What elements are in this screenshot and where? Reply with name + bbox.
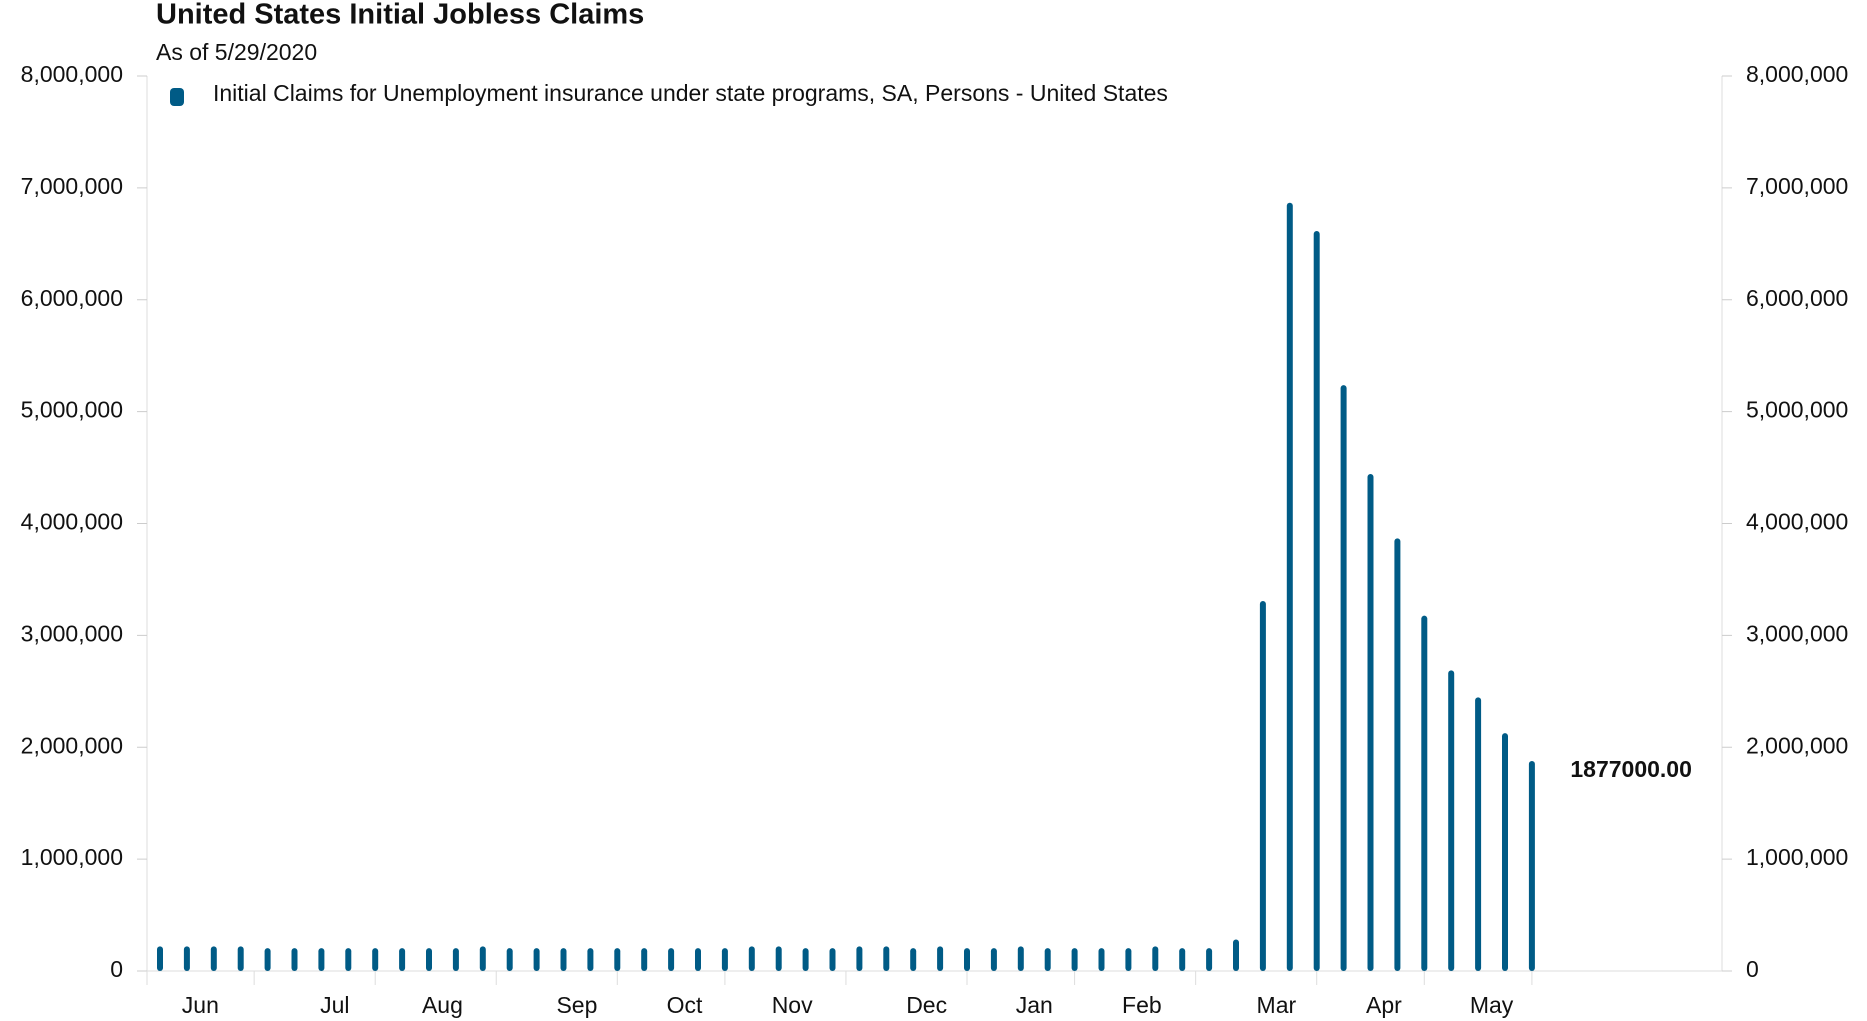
y-tick-label: 6,000,000 xyxy=(21,285,123,311)
y2-tick-label: 1,000,000 xyxy=(1746,844,1848,870)
y-tick-label: 3,000,000 xyxy=(21,620,123,646)
y2-tick-label: 8,000,000 xyxy=(1746,61,1848,87)
x-tick-label: Sep xyxy=(556,992,597,1018)
chart-title: United States Initial Jobless Claims xyxy=(156,0,644,31)
y2-tick-label: 5,000,000 xyxy=(1746,397,1848,423)
y-tick-label: 1,000,000 xyxy=(21,844,123,870)
y-tick-label: 4,000,000 xyxy=(21,509,123,535)
x-tick-label: Jul xyxy=(320,992,349,1018)
y-tick-label: 8,000,000 xyxy=(21,61,123,87)
x-tick-label: Apr xyxy=(1366,992,1402,1018)
x-tick-label: Aug xyxy=(422,992,463,1018)
y-tick-label: 7,000,000 xyxy=(21,173,123,199)
x-tick-label: Jun xyxy=(182,992,219,1018)
legend-marker xyxy=(170,88,184,106)
x-tick-label: Oct xyxy=(667,992,703,1018)
y2-tick-label: 0 xyxy=(1746,956,1759,982)
y-tick-label: 2,000,000 xyxy=(21,732,123,758)
y-tick-label: 5,000,000 xyxy=(21,397,123,423)
y2-tick-label: 4,000,000 xyxy=(1746,509,1848,535)
y2-tick-label: 7,000,000 xyxy=(1746,173,1848,199)
x-tick-label: Nov xyxy=(772,992,813,1018)
x-tick-label: May xyxy=(1470,992,1514,1018)
x-tick-label: Feb xyxy=(1122,992,1162,1018)
x-tick-label: Mar xyxy=(1257,992,1297,1018)
x-tick-label: Dec xyxy=(906,992,947,1018)
chart-subtitle: As of 5/29/2020 xyxy=(156,39,317,65)
y2-tick-label: 6,000,000 xyxy=(1746,285,1848,311)
value-label: 1877000.00 xyxy=(1570,756,1692,782)
x-tick-label: Jan xyxy=(1016,992,1053,1018)
y2-tick-label: 2,000,000 xyxy=(1746,732,1848,758)
y-tick-label: 0 xyxy=(110,956,123,982)
y2-tick-label: 3,000,000 xyxy=(1746,620,1848,646)
legend-label: Initial Claims for Unemployment insuranc… xyxy=(213,80,1168,106)
